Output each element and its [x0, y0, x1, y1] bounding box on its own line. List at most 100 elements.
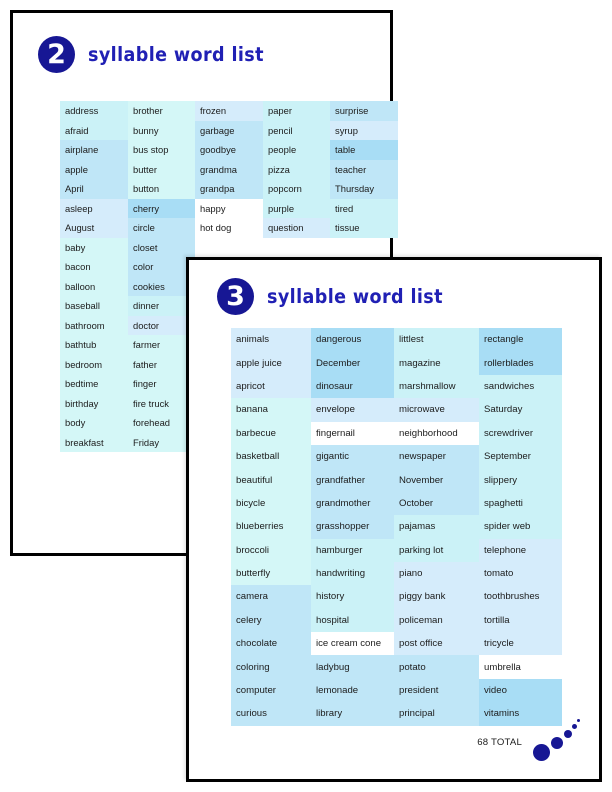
- word-cell: tired: [330, 198, 398, 218]
- word-cell: umbrella: [479, 655, 562, 679]
- word-cell: cherry: [128, 198, 195, 218]
- word-cell: people: [263, 140, 330, 160]
- word-cell: November: [394, 468, 479, 492]
- word-cell: magazine: [394, 351, 479, 375]
- word-cell: baseball: [60, 296, 128, 316]
- word-cell: rectangle: [479, 328, 562, 352]
- word-cell: baby: [60, 237, 128, 257]
- word-cell: ice cream cone: [311, 632, 394, 656]
- word-cell: closet: [128, 237, 195, 257]
- word-cell-empty: [263, 238, 330, 258]
- word-cell: pencil: [263, 120, 330, 140]
- word-cell: library: [311, 702, 394, 726]
- word-cell: December: [311, 351, 394, 375]
- word-cell: tissue: [330, 218, 398, 238]
- word-cell: grandpa: [195, 179, 263, 199]
- word-cell: paper: [263, 101, 330, 121]
- decorative-dot-xsmall: [572, 724, 577, 729]
- word-cell: handwriting: [311, 561, 394, 586]
- word-cell: tomato: [479, 561, 562, 586]
- word-cell: butterfly: [231, 561, 311, 586]
- word-cell: bathtub: [60, 335, 128, 355]
- word-cell: toothbrushes: [479, 585, 562, 609]
- word-cell: asleep: [60, 198, 128, 218]
- decorative-dot-tiny: [577, 719, 580, 722]
- word-cell: finger: [128, 374, 195, 394]
- word-cell: purple: [263, 198, 330, 218]
- word-cell: spaghetti: [479, 491, 562, 516]
- sheet-header: 2 syllable word list: [38, 36, 264, 73]
- word-cell: bus stop: [128, 140, 195, 160]
- word-cell: September: [479, 444, 562, 469]
- decorative-dot-large: [533, 744, 550, 761]
- word-cell: table: [330, 140, 398, 160]
- word-cell: bunny: [128, 120, 195, 140]
- word-cell: curious: [231, 702, 311, 726]
- word-cell: Saturday: [479, 398, 562, 422]
- word-cell: chocolate: [231, 632, 311, 656]
- word-cell: father: [128, 354, 195, 374]
- word-cell: brother: [128, 101, 195, 121]
- word-cell: parking lot: [394, 538, 479, 562]
- word-cell: bacon: [60, 257, 128, 277]
- word-cell: telephone: [479, 538, 562, 562]
- word-cell: slippery: [479, 468, 562, 492]
- word-cell: principal: [394, 702, 479, 726]
- word-cell: bedtime: [60, 374, 128, 394]
- word-cell: breakfast: [60, 432, 128, 452]
- word-cell: ladybug: [311, 655, 394, 679]
- word-cell: surprise: [330, 101, 398, 121]
- word-cell: camera: [231, 585, 311, 609]
- word-grid: address brother frozen paper surprise afraid b…: [60, 101, 398, 452]
- syllable-count-badge: 2: [38, 36, 75, 73]
- worksheet-sheet-3-syllable: 3 syllable word list animals dangerous lit…: [186, 257, 602, 782]
- word-cell: grasshopper: [311, 515, 394, 539]
- word-cell: fingernail: [311, 421, 394, 445]
- word-cell: color: [128, 257, 195, 277]
- word-cell: apple: [60, 159, 128, 179]
- word-cell: pajamas: [394, 515, 479, 539]
- word-cell: butter: [128, 159, 195, 179]
- word-cell: basketball: [231, 444, 311, 469]
- word-cell: gigantic: [311, 444, 394, 469]
- word-cell: happy: [195, 198, 263, 218]
- word-cell: question: [263, 218, 330, 238]
- word-cell: bicycle: [231, 491, 311, 516]
- word-cell: hot dog: [195, 218, 263, 238]
- word-cell: October: [394, 491, 479, 516]
- word-cell: piggy bank: [394, 585, 479, 609]
- word-cell: address: [60, 101, 128, 121]
- word-cell: farmer: [128, 335, 195, 355]
- word-cell: post office: [394, 632, 479, 656]
- word-cell: newspaper: [394, 444, 479, 469]
- word-cell: fire truck: [128, 393, 195, 413]
- word-cell: hospital: [311, 608, 394, 633]
- word-cell: cookies: [128, 276, 195, 296]
- word-cell: goodbye: [195, 140, 263, 160]
- syllable-count-badge: 3: [217, 278, 254, 315]
- word-cell: rollerblades: [479, 351, 562, 375]
- word-cell: marshmallow: [394, 374, 479, 399]
- word-cell: pizza: [263, 159, 330, 179]
- word-cell: littlest: [394, 328, 479, 352]
- page-title: syllable word list: [88, 43, 264, 66]
- word-cell: body: [60, 413, 128, 433]
- word-cell: Thursday: [330, 179, 398, 199]
- word-cell: airplane: [60, 140, 128, 160]
- word-cell: Friday: [128, 432, 195, 452]
- word-cell: barbecue: [231, 421, 311, 445]
- word-cell: beautiful: [231, 468, 311, 492]
- word-cell: frozen: [195, 101, 263, 121]
- word-cell: coloring: [231, 655, 311, 679]
- word-cell: apple juice: [231, 351, 311, 375]
- sheet-header: 3 syllable word list: [217, 278, 443, 315]
- word-cell: apricot: [231, 374, 311, 399]
- word-cell: microwave: [394, 398, 479, 422]
- word-cell: birthday: [60, 393, 128, 413]
- word-cell: piano: [394, 561, 479, 586]
- word-cell: syrup: [330, 120, 398, 140]
- word-grid: animals dangerous littlest rectangle apple j…: [231, 328, 562, 726]
- decorative-dot-medium: [551, 737, 563, 749]
- word-cell: tricycle: [479, 632, 562, 656]
